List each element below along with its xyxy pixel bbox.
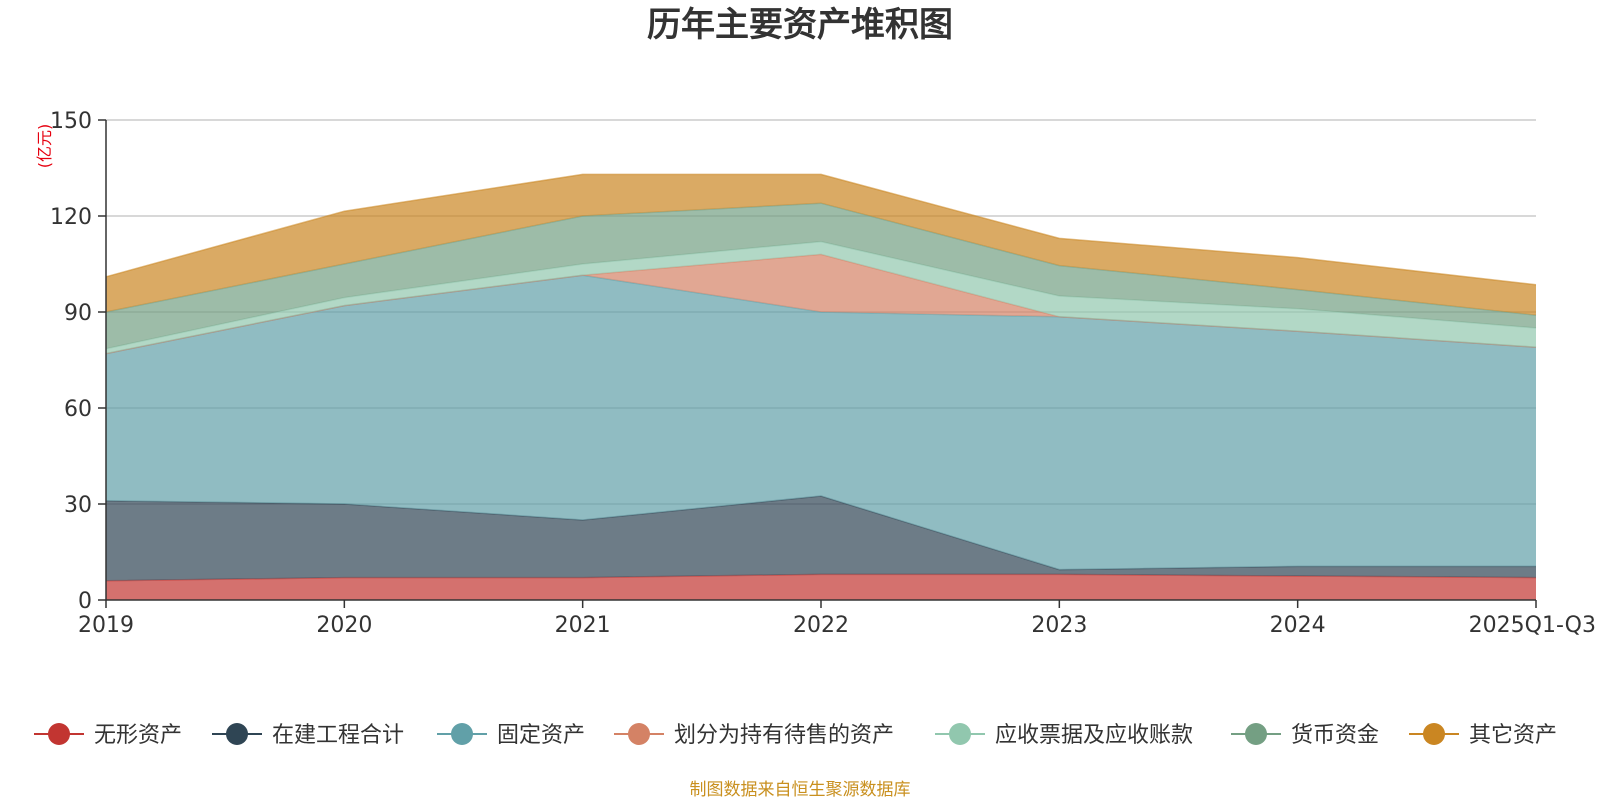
legend-label: 在建工程合计 — [272, 723, 404, 748]
legend: 无形资产 在建工程合计 固定资产 划分为持有待售的资产 应收票据及应收账款 货币资金 其它资… — [34, 723, 1557, 748]
legend-item-3[interactable]: 划分为持有待售的资产 — [614, 723, 894, 748]
y-tick-label: 30 — [64, 493, 92, 518]
x-tick-label: 2023 — [1031, 613, 1087, 638]
x-tick-label: 2025Q1-Q3 — [1469, 613, 1596, 638]
y-tick-label: 90 — [64, 301, 92, 326]
legend-marker — [628, 723, 650, 745]
legend-item-6[interactable]: 其它资产 — [1409, 723, 1557, 748]
x-tick-label: 2020 — [316, 613, 372, 638]
y-tick-label: 120 — [50, 205, 92, 230]
legend-item-5[interactable]: 货币资金 — [1231, 723, 1379, 748]
legend-item-1[interactable]: 在建工程合计 — [212, 723, 404, 748]
legend-label: 应收票据及应收账款 — [995, 723, 1193, 748]
legend-marker — [1423, 723, 1445, 745]
legend-marker — [451, 723, 473, 745]
area-series-6 — [106, 174, 1536, 316]
legend-label: 货币资金 — [1291, 723, 1379, 748]
y-tick-label: 60 — [64, 397, 92, 422]
x-tick-label: 2022 — [793, 613, 849, 638]
legend-marker — [949, 723, 971, 745]
x-tick-label: 2019 — [78, 613, 134, 638]
legend-item-4[interactable]: 应收票据及应收账款 — [935, 723, 1193, 748]
area-series-4 — [106, 241, 1536, 354]
legend-marker — [1245, 723, 1267, 745]
legend-label: 无形资产 — [94, 723, 182, 748]
legend-marker — [48, 723, 70, 745]
y-tick-label: 150 — [50, 109, 92, 134]
area-series-3 — [106, 254, 1536, 354]
area-series-line-6 — [105, 173, 1537, 286]
legend-label: 划分为持有待售的资产 — [674, 723, 894, 748]
y-axis-unit-label: (亿元) — [35, 124, 54, 169]
legend-label: 固定资产 — [497, 723, 585, 748]
area-series-1 — [106, 496, 1536, 581]
legend-item-2[interactable]: 固定资产 — [437, 723, 585, 748]
x-tick-label: 2024 — [1270, 613, 1326, 638]
chart-title: 历年主要资产堆积图 — [647, 5, 953, 45]
area-series-group — [105, 173, 1537, 600]
x-tick-label: 2021 — [555, 613, 611, 638]
area-series-5 — [106, 203, 1536, 349]
legend-item-0[interactable]: 无形资产 — [34, 723, 182, 748]
y-tick-label: 0 — [78, 589, 92, 614]
source-note: 制图数据来自恒生聚源数据库 — [690, 780, 911, 800]
legend-label: 其它资产 — [1469, 723, 1557, 748]
area-series-0 — [106, 574, 1536, 600]
axes: 0 30 60 90 120 150 2019 2020 2021 2022 2023 2024 202… — [50, 109, 1596, 638]
legend-marker — [226, 723, 248, 745]
area-series-2 — [106, 275, 1536, 570]
